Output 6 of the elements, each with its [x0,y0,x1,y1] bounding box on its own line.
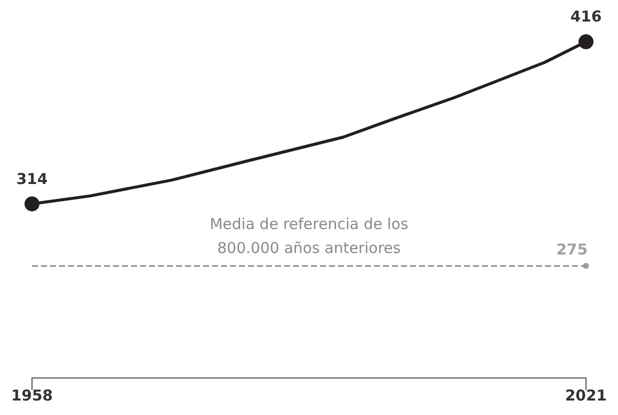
data-label: 314 [16,170,48,188]
x-tick-label: 1958 [11,386,53,404]
x-tick-label: 2021 [565,386,607,404]
data-label: 416 [570,8,602,26]
ref-line-label: Media de referencia de los 800.000 años anteriores [210,214,408,257]
data-label: 275 [556,240,588,258]
